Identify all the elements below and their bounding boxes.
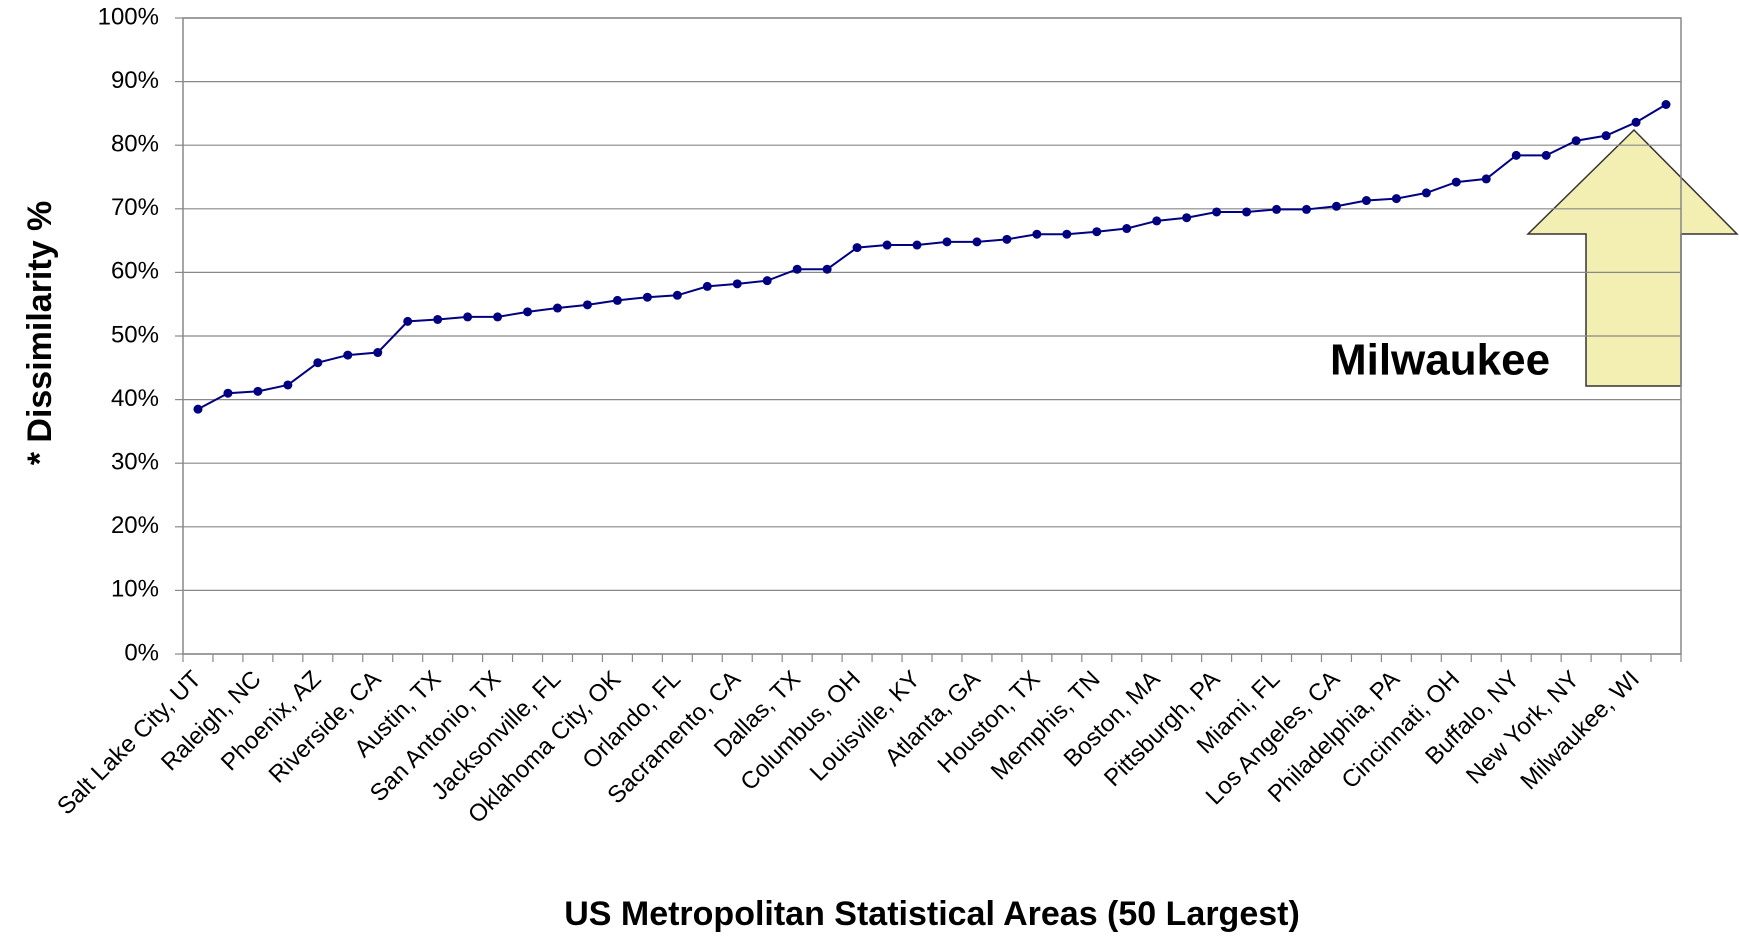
point: [433, 314, 443, 324]
y-axis-title: * Dissimilarity %: [21, 201, 59, 466]
point: [1391, 194, 1401, 204]
point: [1152, 216, 1162, 226]
point: [1331, 201, 1341, 211]
point: [612, 295, 622, 305]
point: [283, 380, 293, 390]
y-tick-label: 90%: [111, 67, 159, 94]
point: [1002, 234, 1012, 244]
point: [882, 240, 892, 250]
point: [1481, 174, 1491, 184]
point: [463, 312, 473, 322]
y-tick-label: 40%: [111, 385, 159, 412]
point: [1451, 177, 1461, 187]
annotation-label: Milwaukee: [1330, 336, 1550, 385]
point: [942, 237, 952, 247]
point: [912, 240, 922, 250]
point: [672, 290, 682, 300]
series-line: [197, 103, 1667, 411]
y-tick-label: 20%: [111, 512, 159, 539]
y-tick-label: 30%: [111, 449, 159, 476]
point: [1302, 204, 1311, 214]
point: [553, 303, 562, 313]
point: [523, 307, 533, 317]
point: [852, 243, 862, 253]
point: [1182, 213, 1192, 223]
point: [642, 292, 652, 302]
point: [403, 316, 413, 326]
y-tick-label: 0%: [124, 639, 159, 666]
point: [1421, 188, 1431, 198]
point: [343, 350, 353, 360]
point: [1631, 117, 1641, 127]
point: [313, 358, 323, 368]
point: [582, 300, 592, 310]
point: [1541, 150, 1551, 160]
point: [1601, 131, 1611, 141]
point: [1032, 229, 1042, 239]
annotation-arrow: [1526, 128, 1739, 387]
y-tick-label: 10%: [111, 576, 159, 603]
point: [972, 237, 982, 247]
point: [1571, 136, 1581, 146]
point: [702, 281, 712, 291]
point: [1062, 229, 1072, 239]
point: [1661, 99, 1671, 109]
point: [732, 279, 742, 289]
point: [1361, 196, 1371, 206]
point: [193, 404, 203, 414]
point: [1122, 224, 1132, 234]
point: [223, 388, 233, 398]
point: [253, 386, 263, 396]
point: [1272, 204, 1282, 214]
point: [792, 264, 802, 274]
y-tick-label: 50%: [111, 321, 159, 348]
point: [373, 348, 383, 358]
point: [1212, 207, 1222, 217]
y-tick-label: 70%: [111, 194, 159, 221]
y-tick-label: 80%: [111, 131, 159, 158]
point: [822, 264, 832, 274]
point: [762, 276, 772, 286]
y-tick-label: 60%: [111, 258, 159, 285]
point: [493, 312, 503, 322]
point: [1092, 227, 1102, 237]
x-axis-title: US Metropolitan Statistical Areas (50 La…: [564, 895, 1300, 933]
y-tick-label: 100%: [98, 3, 159, 30]
point: [1511, 150, 1521, 160]
point: [1242, 207, 1252, 217]
